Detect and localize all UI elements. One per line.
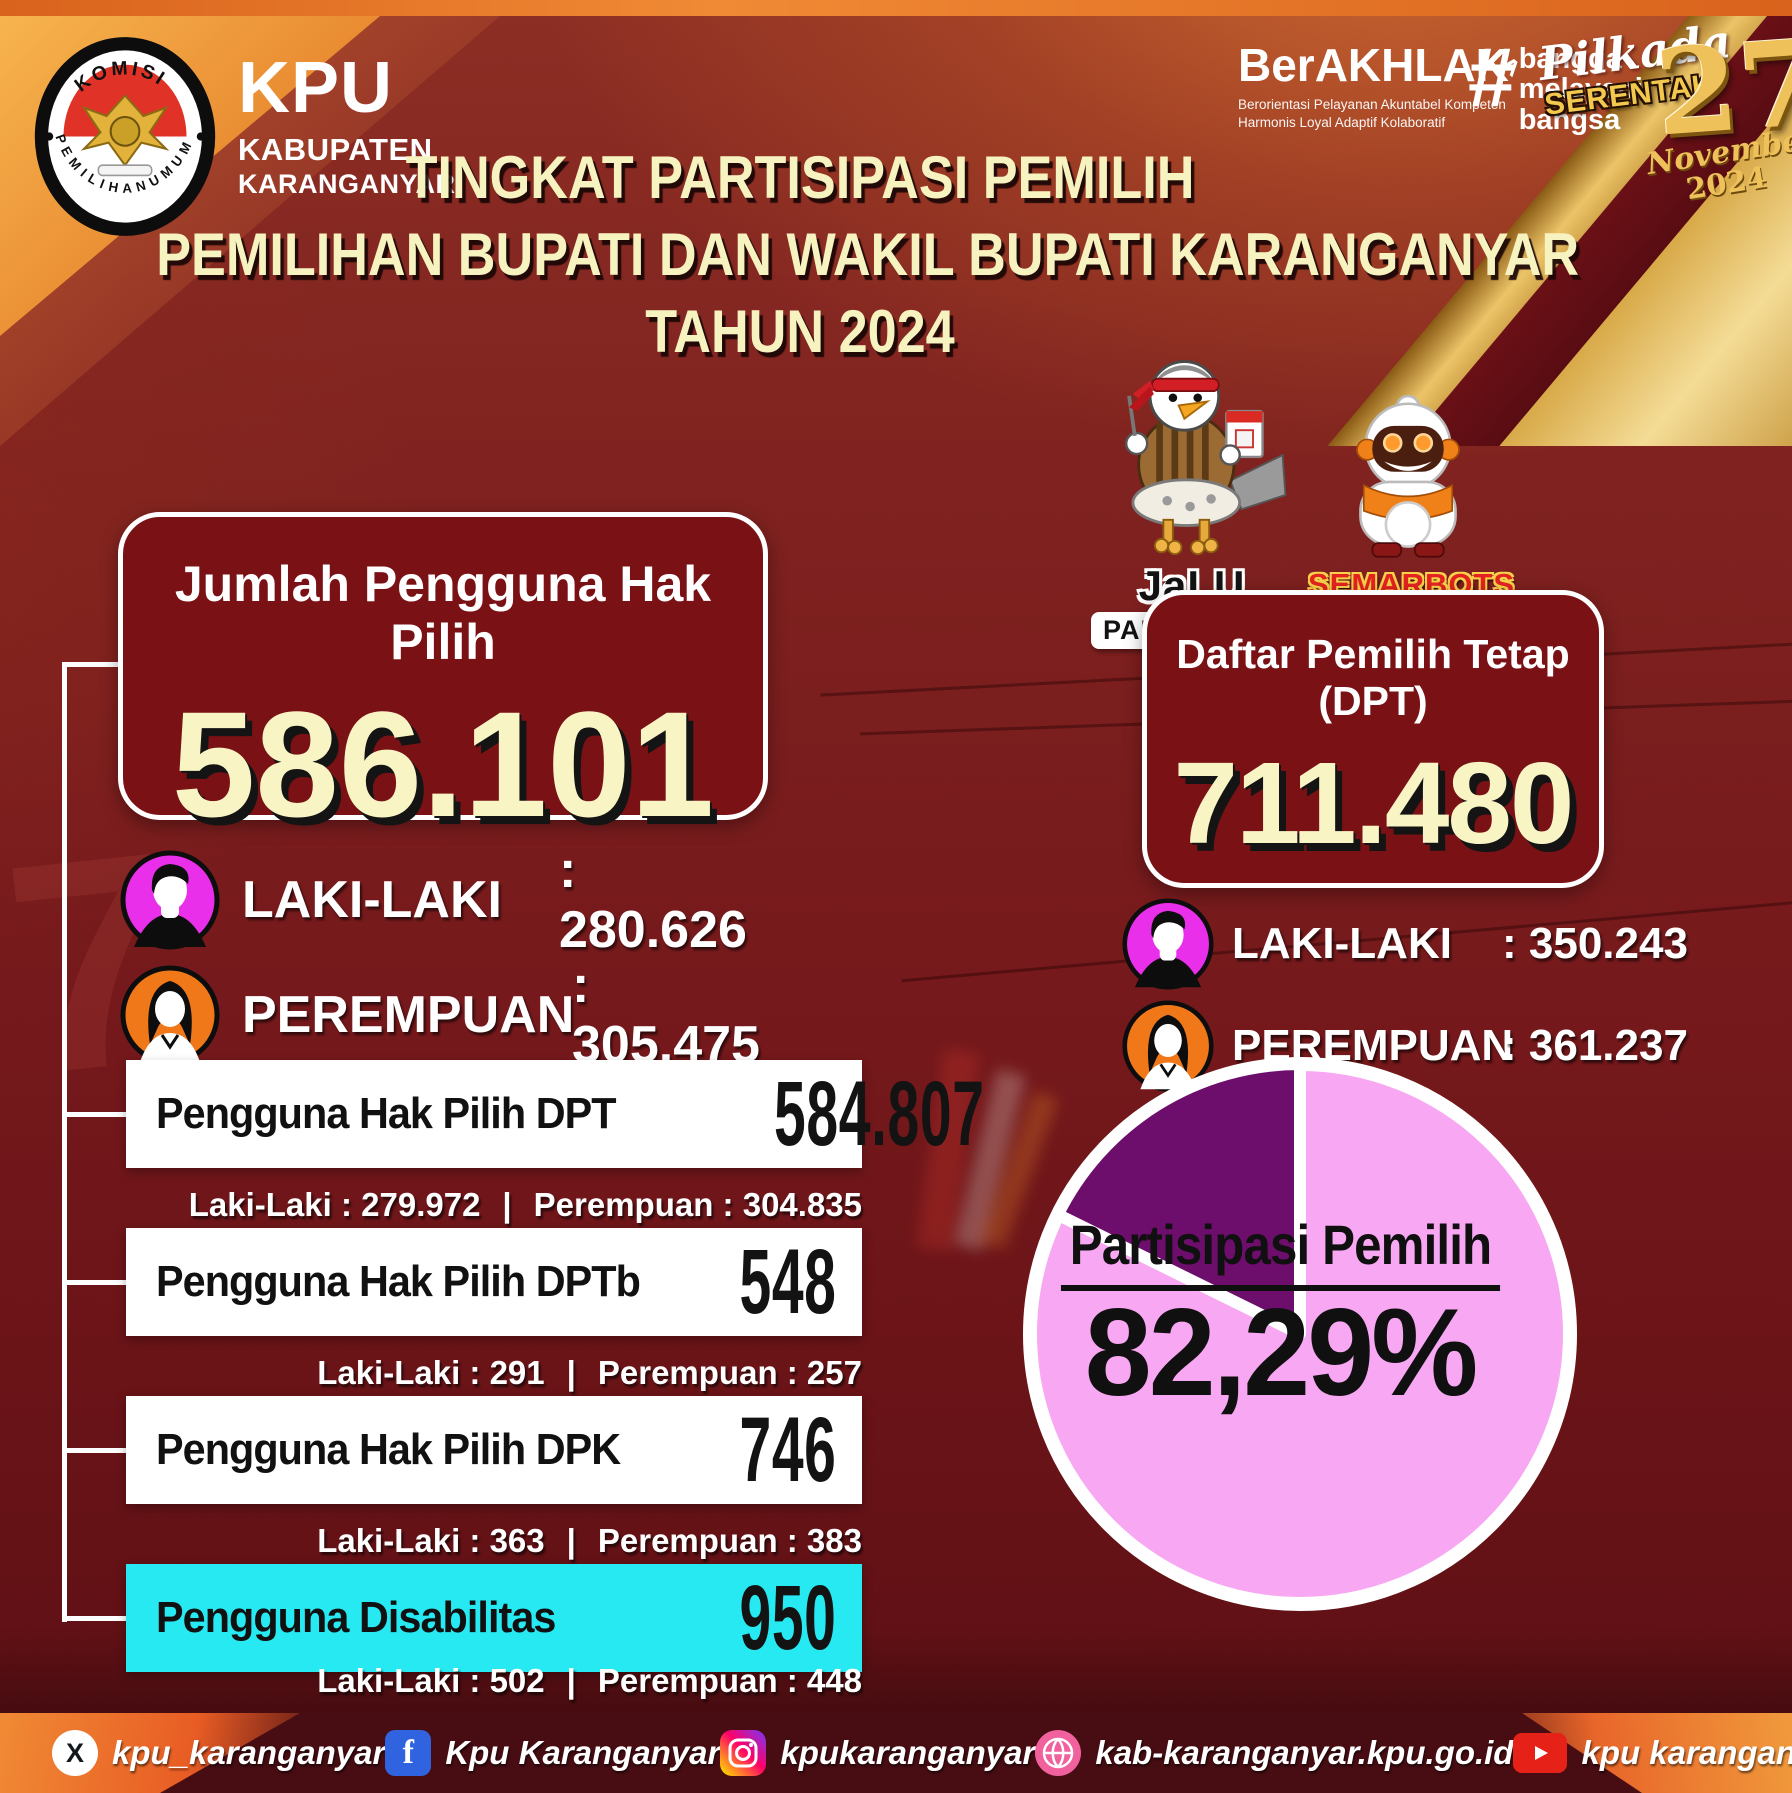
- stat-value: 746: [738, 1399, 836, 1501]
- connector-vertical-line: [62, 662, 67, 1622]
- social-youtube[interactable]: kpu karanganyar: [1513, 1733, 1792, 1773]
- stat-detail-dpk: Laki-Laki : 363 | Perempuan : 383: [126, 1522, 862, 1560]
- female-icon: [1122, 1000, 1214, 1092]
- hash-icon: #: [1468, 30, 1515, 124]
- connector-stub: [62, 1616, 126, 1621]
- dpt-panel: Daftar Pemilih Tetap (DPT) 711.480: [1142, 590, 1604, 888]
- social-handle: kpu karanganyar: [1581, 1734, 1792, 1771]
- stat-value: 548: [738, 1231, 836, 1333]
- stat-detail-female: Perempuan : 448: [597, 1662, 862, 1699]
- berakhlak-subtitle-1: Berorientasi Pelayanan Akuntabel Kompete…: [1238, 97, 1506, 112]
- bangga-melayani-bangsa-logo: # bangga melayani bangsa: [1468, 30, 1643, 136]
- youtube-icon: [1513, 1733, 1568, 1773]
- male-icon: [1122, 898, 1214, 990]
- stat-detail-female: Perempuan : 304.835: [533, 1186, 862, 1223]
- female-value: : 305.475: [572, 956, 760, 1074]
- stat-detail-female: Perempuan : 383: [597, 1522, 862, 1559]
- connector-stub: [62, 662, 120, 667]
- pie-slice-remainder: [1051, 1058, 1306, 1340]
- stat-detail-male: Laki-Laki : 502: [317, 1662, 545, 1699]
- stat-detail-female: Perempuan : 257: [597, 1354, 862, 1391]
- berakhlak-subtitle-2: Harmonis Loyal Adaptif Kolaboratif: [1238, 115, 1446, 131]
- pilkada-serentak-emblem: Pilkada SERENTAK 27 November 2024: [1536, 12, 1792, 206]
- social-x[interactable]: X kpu_karanganyar: [52, 1730, 385, 1776]
- voters-female-row: PEREMPUAN : 305.475: [120, 955, 770, 1075]
- connector-stub: [62, 1448, 126, 1453]
- page-title: TINGKAT PARTISIPASI PEMILIH PEMILIHAN BU…: [60, 140, 1580, 370]
- stat-value: 584.807: [774, 1063, 985, 1165]
- dpt-male-row: LAKI-LAKI : 350.243: [1122, 898, 1702, 990]
- social-facebook[interactable]: f Kpu Karanganyar: [385, 1730, 720, 1776]
- dpt-total: 711.480: [1173, 738, 1575, 868]
- x-icon: X: [52, 1730, 98, 1776]
- title-line-2: PEMILIHAN BUPATI DAN WAKIL BUPATI KARANG…: [156, 220, 1580, 288]
- female-label: PEREMPUAN: [242, 986, 575, 1044]
- stat-value: 950: [738, 1567, 836, 1669]
- divider: |: [566, 1522, 576, 1559]
- stat-detail-dptb: Laki-Laki : 291 | Perempuan : 257: [126, 1354, 862, 1392]
- stat-box-disabilitas: Pengguna Disabilitas 950: [126, 1564, 862, 1672]
- stat-detail-dpt: Laki-Laki : 279.972 | Perempuan : 304.835: [126, 1186, 862, 1224]
- org-region-line2: KARANGANYAR: [238, 169, 456, 199]
- stat-box-dptb: Pengguna Hak Pilih DPTb 548: [126, 1228, 862, 1336]
- stat-box-dpt: Pengguna Hak Pilih DPT 584.807: [126, 1060, 984, 1168]
- male-value: : 280.626: [558, 841, 747, 959]
- org-name: KPU: [238, 48, 394, 128]
- instagram-icon: [720, 1730, 767, 1776]
- mascot-semarbots: SEMARBOTS SEMAR ROBOTS: [1308, 390, 1514, 622]
- connector-stub: [62, 1280, 126, 1285]
- male-icon: [120, 850, 220, 950]
- berakhlak-title: BerAKHLAK: [1238, 39, 1509, 91]
- hashtag-line: bangga: [1518, 43, 1622, 75]
- connector-stub: [62, 1112, 126, 1117]
- top-accent-bar: [0, 0, 1792, 16]
- male-label: LAKI-LAKI: [1232, 919, 1452, 968]
- pie-chart-value: 82,29%: [1084, 1284, 1478, 1422]
- stat-label: Pengguna Disabilitas: [156, 1593, 556, 1642]
- berakhlak-logo: BerAKHLAK> Berorientasi Pelayanan Akunta…: [1238, 38, 1529, 132]
- social-handle: Kpu Karanganyar: [445, 1734, 721, 1771]
- garuda-emblem: [80, 93, 170, 177]
- stat-label: Pengguna Hak Pilih DPK: [156, 1425, 621, 1474]
- divider: |: [502, 1186, 512, 1223]
- hashtag-line: melayani: [1518, 73, 1643, 106]
- participation-pie-chart: [1023, 1057, 1577, 1611]
- social-instagram[interactable]: kpukaranganyar: [720, 1730, 1035, 1776]
- voters-panel: Jumlah Pengguna Hak Pilih 586.101: [118, 512, 768, 839]
- stat-detail-disabilitas: Laki-Laki : 502 | Perempuan : 448: [126, 1662, 862, 1700]
- website-icon: [1035, 1730, 1082, 1776]
- stat-detail-male: Laki-Laki : 291: [317, 1354, 545, 1391]
- social-handle: kpukaranganyar: [780, 1734, 1036, 1771]
- social-handle: kpu_karanganyar: [112, 1734, 386, 1771]
- semarbots-robot-illustration: [1356, 394, 1460, 558]
- facebook-icon: f: [385, 1730, 432, 1776]
- social-handle: kab-karanganyar.kpu.go.id: [1095, 1734, 1514, 1771]
- footer-social-bar: X kpu_karanganyar f Kpu Karanganyar kpuk…: [0, 1713, 1792, 1793]
- jalu-eagle-illustration: [1125, 360, 1287, 556]
- pie-chart-label: Partisipasi Pemilih: [1030, 1212, 1530, 1291]
- org-wordmark: KPU KABUPATEN KARANGANYAR: [238, 52, 456, 198]
- divider: |: [566, 1354, 576, 1391]
- stat-label: Pengguna Hak Pilih DPTb: [156, 1257, 641, 1306]
- male-value: : 350.243: [1502, 919, 1688, 968]
- stat-label: Pengguna Hak Pilih DPT: [156, 1089, 617, 1138]
- voters-panel-title: Jumlah Pengguna Hak Pilih: [174, 556, 712, 670]
- voters-male-row: LAKI-LAKI : 280.626: [120, 840, 770, 960]
- title-line-1: TINGKAT PARTISIPASI PEMILIH: [405, 144, 1195, 211]
- stat-detail-male: Laki-Laki : 279.972: [188, 1186, 481, 1223]
- voters-total: 586.101: [171, 680, 715, 848]
- female-icon: [120, 965, 220, 1065]
- female-value: : 361.237: [1502, 1021, 1688, 1070]
- social-website[interactable]: kab-karanganyar.kpu.go.id: [1035, 1730, 1513, 1776]
- dpt-panel-title: Daftar Pemilih Tetap (DPT): [1176, 631, 1570, 724]
- male-label: LAKI-LAKI: [242, 871, 502, 929]
- title-line-3: TAHUN 2024: [645, 297, 955, 365]
- stat-box-dpk: Pengguna Hak Pilih DPK 746: [126, 1396, 862, 1504]
- org-region-line1: KABUPATEN: [238, 132, 433, 167]
- divider: |: [566, 1662, 576, 1699]
- dpt-female-row: PEREMPUAN : 361.237: [1122, 1000, 1702, 1092]
- hashtag-line: bangsa: [1518, 103, 1621, 136]
- kpu-logo: KOMISI P E M I L I H A N U M U M: [34, 37, 216, 236]
- stat-detail-male: Laki-Laki : 363: [317, 1522, 545, 1559]
